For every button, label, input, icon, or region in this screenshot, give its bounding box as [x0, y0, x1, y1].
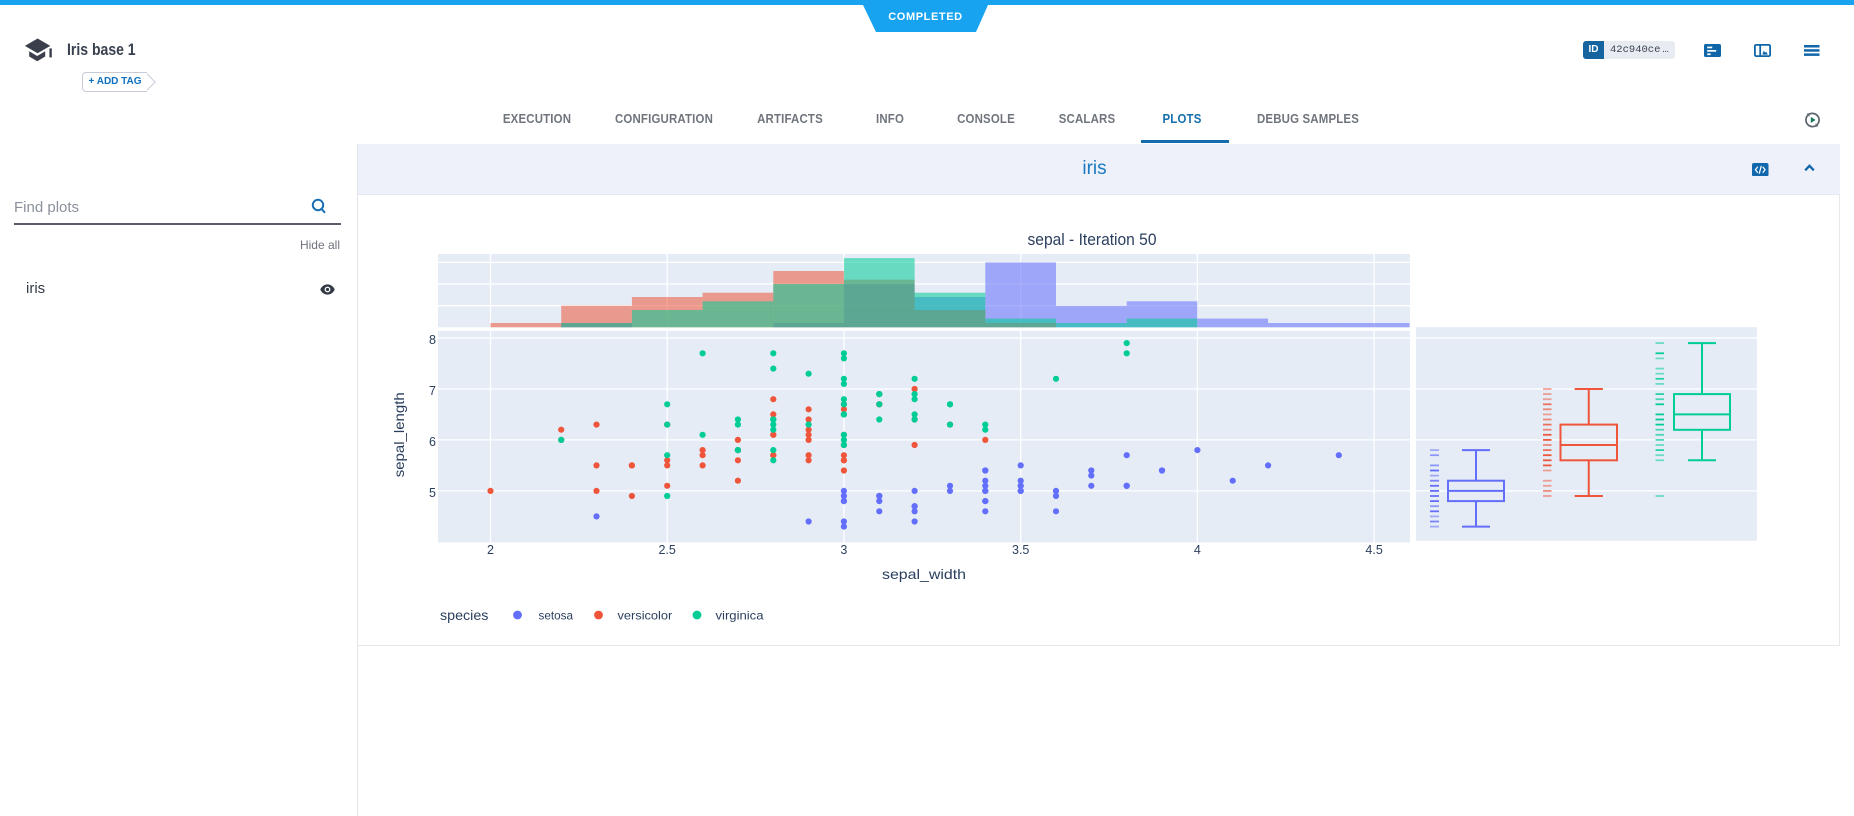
svg-text:setosa: setosa	[539, 609, 574, 623]
svg-text:sepal_width: sepal_width	[882, 566, 966, 582]
svg-text:species: species	[440, 607, 488, 623]
svg-text:sepal_length: sepal_length	[391, 392, 407, 477]
svg-text:5: 5	[429, 486, 436, 500]
svg-text:2.5: 2.5	[659, 543, 676, 557]
svg-text:3.5: 3.5	[1012, 543, 1029, 557]
svg-text:4.5: 4.5	[1365, 543, 1382, 557]
svg-text:6: 6	[429, 435, 436, 449]
svg-text:sepal - Iteration 50: sepal - Iteration 50	[1028, 230, 1157, 249]
svg-text:4: 4	[1194, 543, 1201, 557]
svg-text:2: 2	[487, 543, 494, 557]
svg-text:virginica: virginica	[716, 609, 764, 623]
svg-text:versicolor: versicolor	[618, 609, 673, 623]
svg-text:7: 7	[429, 384, 436, 398]
svg-text:8: 8	[429, 333, 436, 347]
svg-text:3: 3	[840, 543, 847, 557]
